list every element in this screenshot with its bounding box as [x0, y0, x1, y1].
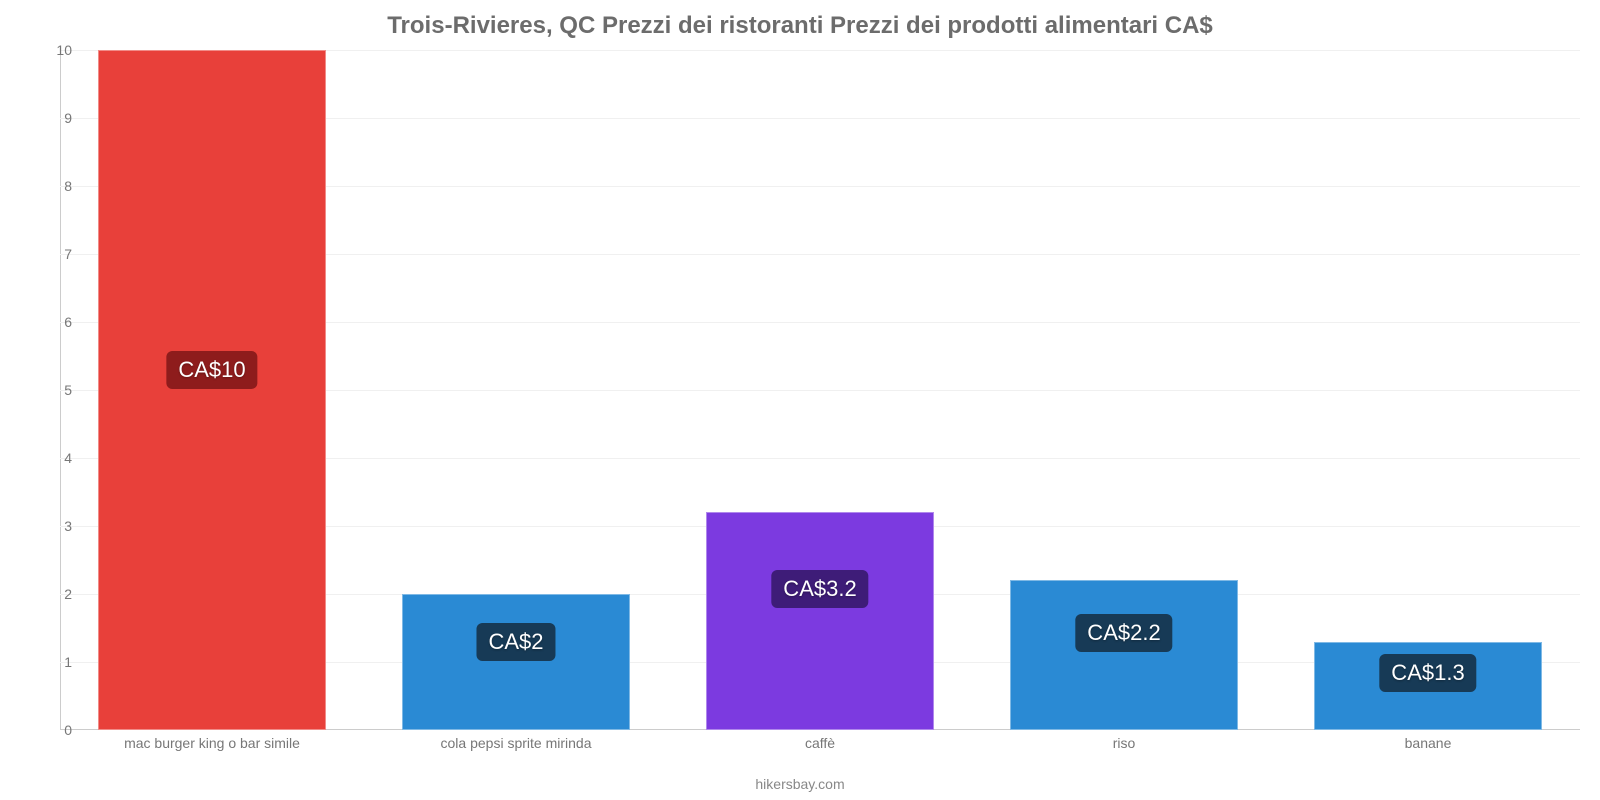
chart-container: Trois-Rivieres, QC Prezzi dei ristoranti… — [0, 0, 1600, 800]
y-tick-label: 10 — [56, 42, 72, 58]
bar-value-label: CA$2 — [476, 623, 555, 661]
y-tick-label: 1 — [64, 654, 72, 670]
x-tick-label: caffè — [805, 735, 835, 751]
y-tick-label: 4 — [64, 450, 72, 466]
bar-value-label: CA$3.2 — [771, 570, 868, 608]
bar-value-label: CA$2.2 — [1075, 614, 1172, 652]
x-tick-label: mac burger king o bar simile — [124, 735, 300, 751]
bar — [98, 50, 326, 730]
y-tick-label: 7 — [64, 246, 72, 262]
y-tick-label: 5 — [64, 382, 72, 398]
y-tick-label: 6 — [64, 314, 72, 330]
bar — [402, 594, 630, 730]
y-tick-label: 9 — [64, 110, 72, 126]
x-tick-label: banane — [1405, 735, 1452, 751]
y-tick-label: 3 — [64, 518, 72, 534]
x-tick-label: cola pepsi sprite mirinda — [441, 735, 592, 751]
y-tick-label: 2 — [64, 586, 72, 602]
source-label: hikersbay.com — [0, 776, 1600, 792]
y-tick-label: 8 — [64, 178, 72, 194]
plot-area: CA$10 CA$2 CA$3.2 CA$2.2 CA$1.3 — [60, 50, 1580, 730]
bar — [706, 512, 934, 730]
chart-title: Trois-Rivieres, QC Prezzi dei ristoranti… — [0, 0, 1600, 40]
bar — [1010, 580, 1238, 730]
y-tick-label: 0 — [64, 722, 72, 738]
bar-value-label: CA$10 — [166, 351, 257, 389]
bar-value-label: CA$1.3 — [1379, 654, 1476, 692]
x-tick-label: riso — [1113, 735, 1136, 751]
